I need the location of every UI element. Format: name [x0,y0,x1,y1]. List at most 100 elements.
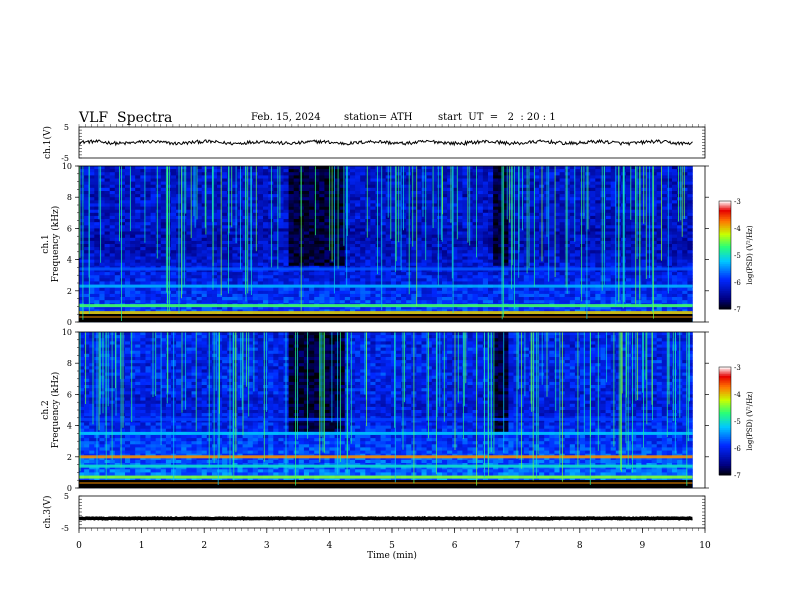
psd-cell [580,256,586,260]
psd-cell [559,293,565,298]
psd-cell [508,212,514,217]
psd-cell [493,175,499,179]
psd-cell [222,209,228,214]
psd-cell [534,181,540,185]
psd-cell [390,203,397,207]
psd-cell [293,178,300,182]
psd-cell [155,172,162,176]
psd-cell [283,209,289,214]
psd-cell [268,262,274,267]
psd-cell [196,287,202,292]
psd-cell [211,206,218,210]
psd-cell [411,225,417,229]
psd-cell [135,225,141,229]
psd-cell [523,206,530,210]
psd-cell [89,215,95,220]
psd-cell [462,240,468,245]
psd-cell [360,225,366,229]
psd-cell [488,172,494,176]
psd-cell [252,300,259,304]
psd-cell [217,306,223,310]
psd-cell [268,290,274,295]
psd-cell [319,219,325,223]
psd-cell [135,278,141,282]
psd-cell [334,256,340,260]
psd-cell [523,256,530,260]
psd-cell [114,228,121,232]
psd-cell [508,297,514,301]
psd-cell [150,275,156,279]
psd-cell [350,175,356,179]
psd-cell [508,253,514,257]
psd-cell [79,253,85,257]
psd-cell [390,172,397,176]
psd-cell [534,209,540,214]
psd-cell [324,169,330,173]
psd-cell [201,262,208,267]
psd-cell [457,175,463,179]
psd-cell [186,234,192,238]
psd-cell [135,191,141,195]
psd-cell [247,234,254,238]
psd-cell [380,175,386,179]
psd-cell [125,244,131,248]
psd-cell [569,253,576,257]
psd-cell [411,194,417,198]
psd-cell [380,272,386,276]
psd-cell [385,250,392,254]
psd-cell [79,194,85,198]
psd-cell [554,212,560,217]
psd-cell [263,166,269,170]
psd-cell [211,278,218,282]
psd-cell [416,191,422,195]
psd-cell [534,222,540,226]
psd-cell [375,275,381,279]
psd-cell [201,287,208,292]
psd-cell [130,203,136,207]
psd-cell [247,225,254,229]
psd-cell [431,231,438,235]
psd-cell [457,228,463,232]
psd-cell [396,281,402,285]
psd-cell [339,178,346,182]
psd-cell [513,300,519,304]
psd-cell [467,253,473,257]
psd-cell [206,253,213,257]
psd-cell [99,166,105,170]
psd-cell [457,250,463,254]
psd-cell [257,194,264,198]
psd-cell [278,244,284,248]
psd-cell [84,228,90,232]
psd-cell [314,194,320,198]
psd-cell [350,187,356,192]
psd-cell [79,275,85,279]
psd-cell [319,293,325,298]
psd-cell [493,194,499,198]
psd-cell [442,247,448,251]
psd-cell [390,247,397,251]
psd-cell [534,212,540,217]
psd-cell [385,244,392,248]
psd-cell [339,184,346,189]
psd-cell [130,306,136,310]
psd-cell [288,287,294,292]
psd-cell [534,206,540,210]
psd-cell [324,215,330,220]
psd-cell [334,250,340,254]
psd-cell [293,206,300,210]
psd-cell [493,275,499,279]
psd-cell [89,272,95,276]
psd-cell [206,262,213,267]
psd-cell [191,262,197,267]
psd-cell [534,166,540,170]
psd-cell [344,234,351,238]
psd-cell [303,197,310,201]
psd-cell [344,306,351,310]
psd-cell [257,293,264,298]
psd-cell [472,197,478,201]
psd-cell [442,234,448,238]
psd-cell [135,209,141,214]
psd-cell [426,194,432,198]
psd-cell [119,181,126,185]
psd-cell [411,281,417,285]
